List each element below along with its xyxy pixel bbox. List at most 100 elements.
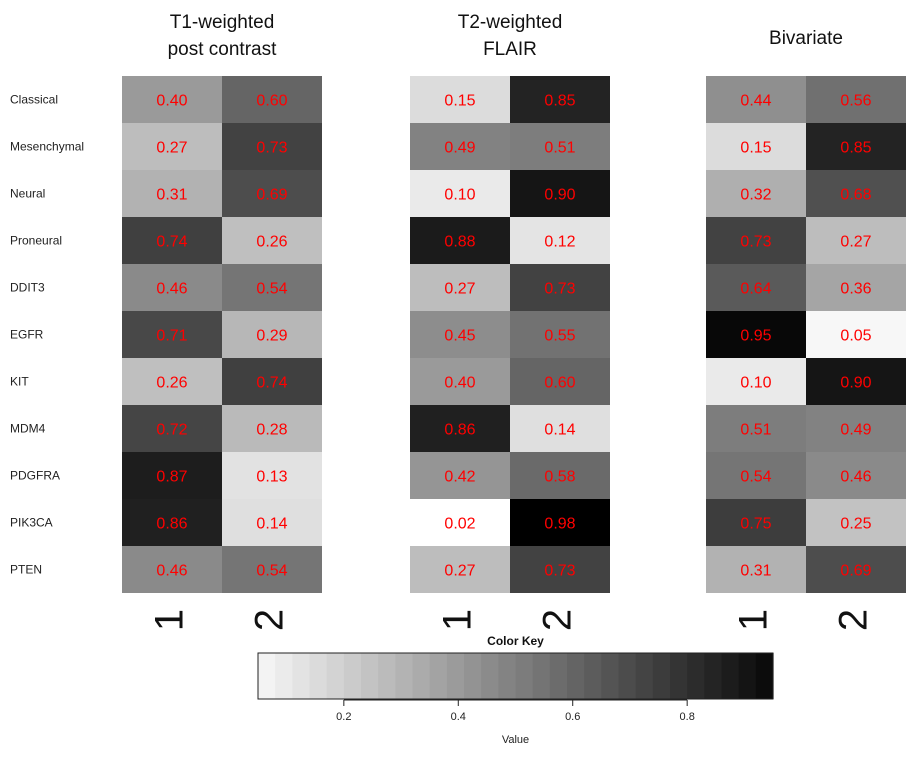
heatmap-cell [410,405,510,452]
cell-value-label: 0.46 [156,563,187,580]
color-key-swatch [532,653,551,699]
cell-value-label: 0.73 [256,140,287,157]
cell-value-label: 0.27 [156,140,187,157]
heatmap-cell [510,123,610,170]
cell-value-label: 0.73 [740,234,771,251]
heatmap-cell [706,76,806,123]
cell-value-label: 0.51 [544,140,575,157]
cell-value-label: 0.54 [740,469,771,486]
heatmap-cell [806,311,906,358]
color-key-tick-label: 0.6 [565,711,580,723]
row-label: PDGFRA [10,469,60,483]
color-key-swatch [258,653,276,699]
cell-value-label: 0.14 [256,516,287,533]
cell-value-label: 0.02 [444,516,475,533]
heatmap-cell [706,264,806,311]
cell-value-label: 0.69 [256,187,287,204]
color-key-swatch [395,653,414,699]
cell-value-label: 0.46 [840,469,871,486]
heatmap-cell [806,405,906,452]
heatmap-cell [122,311,222,358]
color-key-swatch [601,653,620,699]
cell-value-label: 0.95 [740,328,771,345]
heatmap-cell [410,123,510,170]
column-label: 2 [536,609,580,631]
cell-value-label: 0.73 [544,281,575,298]
cell-value-label: 0.12 [544,234,575,251]
cell-value-label: 0.44 [740,93,771,110]
heatmap-cell [706,405,806,452]
cell-value-label: 0.86 [444,422,475,439]
cell-value-label: 0.75 [740,516,771,533]
cell-value-label: 0.88 [444,234,475,251]
heatmap-cell [510,452,610,499]
cell-value-label: 0.68 [840,187,871,204]
color-key-swatch [412,653,431,699]
row-label: DDIT3 [10,281,45,295]
heatmap-cell [706,499,806,546]
heatmap-cell [222,123,322,170]
heatmap-cell [410,499,510,546]
color-key-swatch [652,653,671,699]
cell-value-label: 0.26 [156,375,187,392]
color-key-swatch [343,653,362,699]
cell-value-label: 0.60 [544,375,575,392]
heatmap-cell [410,546,510,593]
cell-value-label: 0.58 [544,469,575,486]
heatmap-cell [122,217,222,264]
heatmap-cell [706,452,806,499]
panel-title: T1-weighted [170,12,275,33]
cell-value-label: 0.49 [444,140,475,157]
color-key-swatch [481,653,499,699]
color-key-title: Color Key [487,634,544,648]
heatmap-cell [706,311,806,358]
heatmap-cell [806,76,906,123]
cell-value-label: 0.86 [156,516,187,533]
row-label: Neural [10,187,45,201]
heatmap-cell [222,311,322,358]
heatmap-cell [806,452,906,499]
cell-value-label: 0.13 [256,469,287,486]
cell-value-label: 0.54 [256,563,287,580]
color-key-swatch [446,653,465,699]
color-key-tick-label: 0.4 [451,711,466,723]
cell-value-label: 0.42 [444,469,475,486]
cell-value-label: 0.29 [256,328,287,345]
heatmap-cell [410,217,510,264]
color-key-swatch [498,653,517,699]
row-label: EGFR [10,328,44,342]
cell-value-label: 0.32 [740,187,771,204]
heatmap-cell [510,76,610,123]
cell-value-label: 0.10 [444,187,475,204]
heatmap-cell [510,499,610,546]
color-key-swatch [704,653,723,699]
heatmap-cell [222,546,322,593]
heatmap-cell [410,452,510,499]
heatmap-cell [510,311,610,358]
heatmap-cell [122,123,222,170]
heatmap-cell [410,358,510,405]
cell-value-label: 0.31 [156,187,187,204]
column-label: 1 [436,609,480,631]
color-key-swatch [326,653,345,699]
cell-value-label: 0.51 [740,422,771,439]
row-label: Mesenchymal [10,140,84,154]
cell-value-label: 0.46 [156,281,187,298]
heatmap-cell [510,217,610,264]
cell-value-label: 0.05 [840,328,871,345]
color-key-swatch [464,653,482,699]
heatmap-cell [222,170,322,217]
heatmap-cell [706,546,806,593]
color-key-swatch [618,653,637,699]
column-label: 1 [148,609,192,631]
color-key-swatch [721,653,740,699]
cell-value-label: 0.27 [444,563,475,580]
cell-value-label: 0.55 [544,328,575,345]
heatmap-cell [510,264,610,311]
cell-value-label: 0.14 [544,422,575,439]
heatmap-cell [806,217,906,264]
cell-value-label: 0.56 [840,93,871,110]
cell-value-label: 0.74 [256,375,287,392]
heatmap-cell [410,264,510,311]
